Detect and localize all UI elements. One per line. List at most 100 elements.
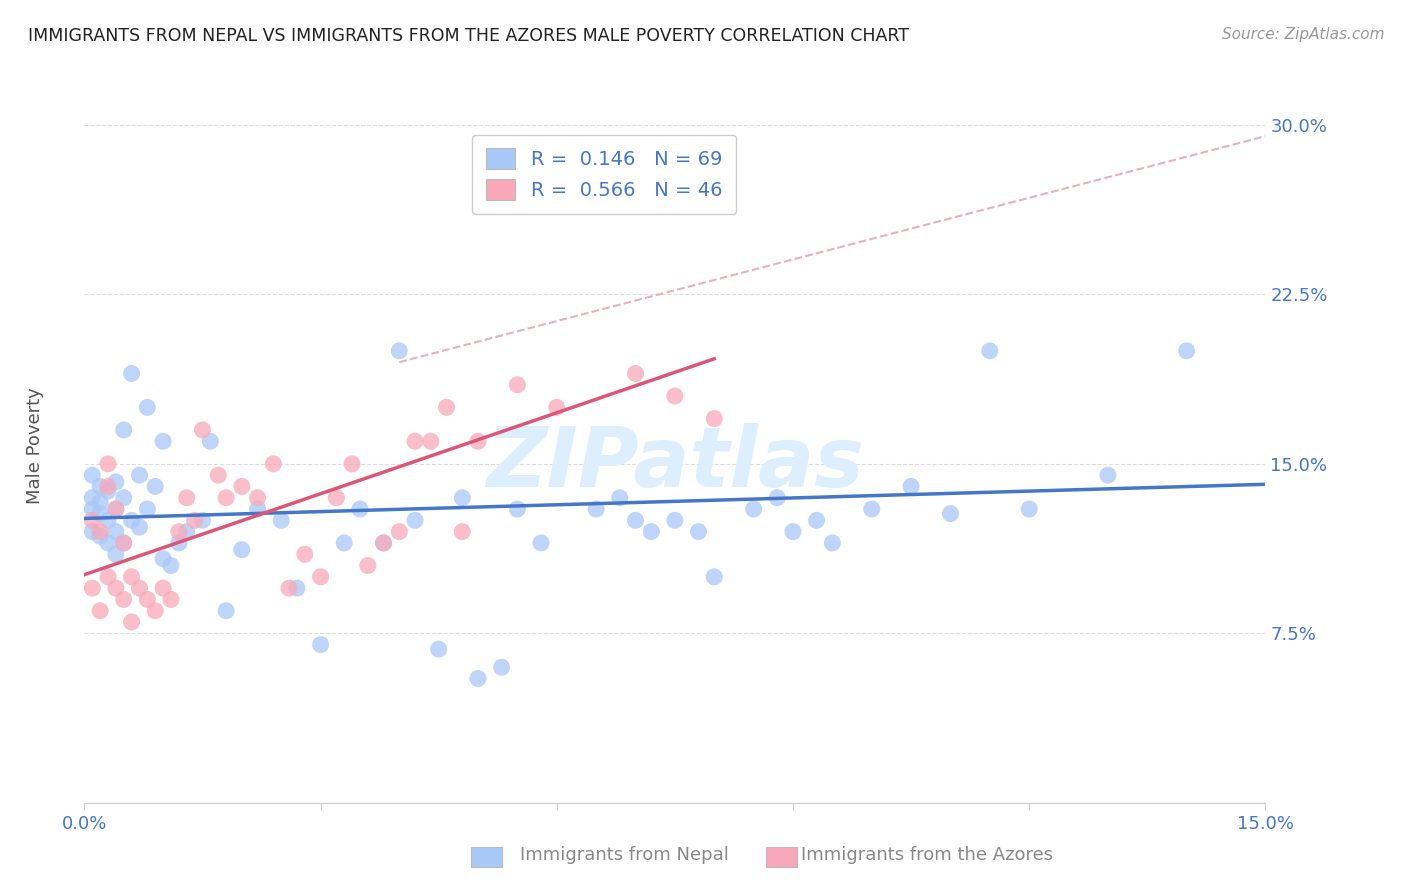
- Point: [97, 513, 120, 527]
- Point: [167, 524, 190, 539]
- Point: [82, 502, 104, 516]
- Point: [128, 581, 150, 595]
- Point: [104, 475, 127, 489]
- Point: [104, 502, 127, 516]
- Point: [152, 434, 174, 449]
- Point: [152, 551, 174, 566]
- Point: [1018, 502, 1040, 516]
- Point: [160, 592, 183, 607]
- Point: [404, 434, 426, 449]
- Point: [939, 507, 962, 521]
- Text: IMMIGRANTS FROM NEPAL VS IMMIGRANTS FROM THE AZORES MALE POVERTY CORRELATION CHA: IMMIGRANTS FROM NEPAL VS IMMIGRANTS FROM…: [28, 27, 910, 45]
- Point: [1175, 343, 1198, 358]
- Point: [333, 536, 356, 550]
- Point: [112, 491, 135, 505]
- Text: Immigrants from the Azores: Immigrants from the Azores: [801, 846, 1053, 863]
- Point: [89, 495, 111, 509]
- Point: [97, 483, 120, 498]
- Point: [419, 434, 441, 449]
- Point: [121, 513, 143, 527]
- Point: [82, 524, 104, 539]
- Point: [97, 479, 120, 493]
- Point: [373, 536, 395, 550]
- Point: [121, 367, 143, 381]
- Point: [176, 491, 198, 505]
- Point: [640, 524, 662, 539]
- Point: [491, 660, 513, 674]
- Point: [806, 513, 828, 527]
- Point: [436, 401, 458, 415]
- Text: Male Poverty: Male Poverty: [27, 388, 44, 504]
- Point: [128, 520, 150, 534]
- Point: [309, 638, 332, 652]
- Point: [191, 423, 214, 437]
- Point: [388, 343, 411, 358]
- Point: [270, 513, 292, 527]
- Point: [766, 491, 789, 505]
- Point: [506, 502, 529, 516]
- Point: [112, 536, 135, 550]
- Point: [89, 529, 111, 543]
- Point: [357, 558, 380, 573]
- Point: [112, 536, 135, 550]
- Point: [82, 491, 104, 505]
- Point: [121, 615, 143, 629]
- Point: [404, 513, 426, 527]
- Point: [104, 524, 127, 539]
- Point: [821, 536, 844, 550]
- Point: [703, 411, 725, 425]
- Point: [89, 507, 111, 521]
- Point: [388, 524, 411, 539]
- Point: [900, 479, 922, 493]
- Point: [143, 479, 166, 493]
- Point: [309, 570, 332, 584]
- Point: [294, 547, 316, 561]
- Point: [703, 570, 725, 584]
- Point: [373, 536, 395, 550]
- Point: [215, 491, 238, 505]
- Point: [82, 581, 104, 595]
- Point: [104, 547, 127, 561]
- Point: [546, 186, 568, 200]
- Point: [467, 672, 489, 686]
- Point: [176, 524, 198, 539]
- Point: [624, 513, 647, 527]
- Point: [782, 524, 804, 539]
- Point: [97, 457, 120, 471]
- Point: [104, 502, 127, 516]
- Point: [262, 457, 284, 471]
- Point: [152, 581, 174, 595]
- Point: [285, 581, 308, 595]
- Point: [451, 491, 474, 505]
- Point: [246, 502, 269, 516]
- Point: [82, 468, 104, 483]
- Point: [183, 513, 205, 527]
- Point: [278, 581, 301, 595]
- Point: [121, 570, 143, 584]
- Point: [231, 542, 253, 557]
- Point: [624, 367, 647, 381]
- Text: Immigrants from Nepal: Immigrants from Nepal: [520, 846, 730, 863]
- Point: [860, 502, 883, 516]
- Point: [97, 536, 120, 550]
- Point: [89, 524, 111, 539]
- Legend: R =  0.146   N = 69, R =  0.566   N = 46: R = 0.146 N = 69, R = 0.566 N = 46: [472, 135, 735, 214]
- Point: [246, 491, 269, 505]
- Point: [191, 513, 214, 527]
- Point: [136, 592, 159, 607]
- Point: [143, 604, 166, 618]
- Point: [979, 343, 1001, 358]
- Point: [231, 479, 253, 493]
- Point: [112, 592, 135, 607]
- Point: [742, 502, 765, 516]
- Point: [89, 479, 111, 493]
- Text: Source: ZipAtlas.com: Source: ZipAtlas.com: [1222, 27, 1385, 42]
- Text: ZIPatlas: ZIPatlas: [486, 424, 863, 504]
- Point: [97, 570, 120, 584]
- Point: [82, 513, 104, 527]
- Point: [112, 423, 135, 437]
- Point: [585, 502, 607, 516]
- Point: [546, 401, 568, 415]
- Point: [1097, 468, 1119, 483]
- Point: [467, 434, 489, 449]
